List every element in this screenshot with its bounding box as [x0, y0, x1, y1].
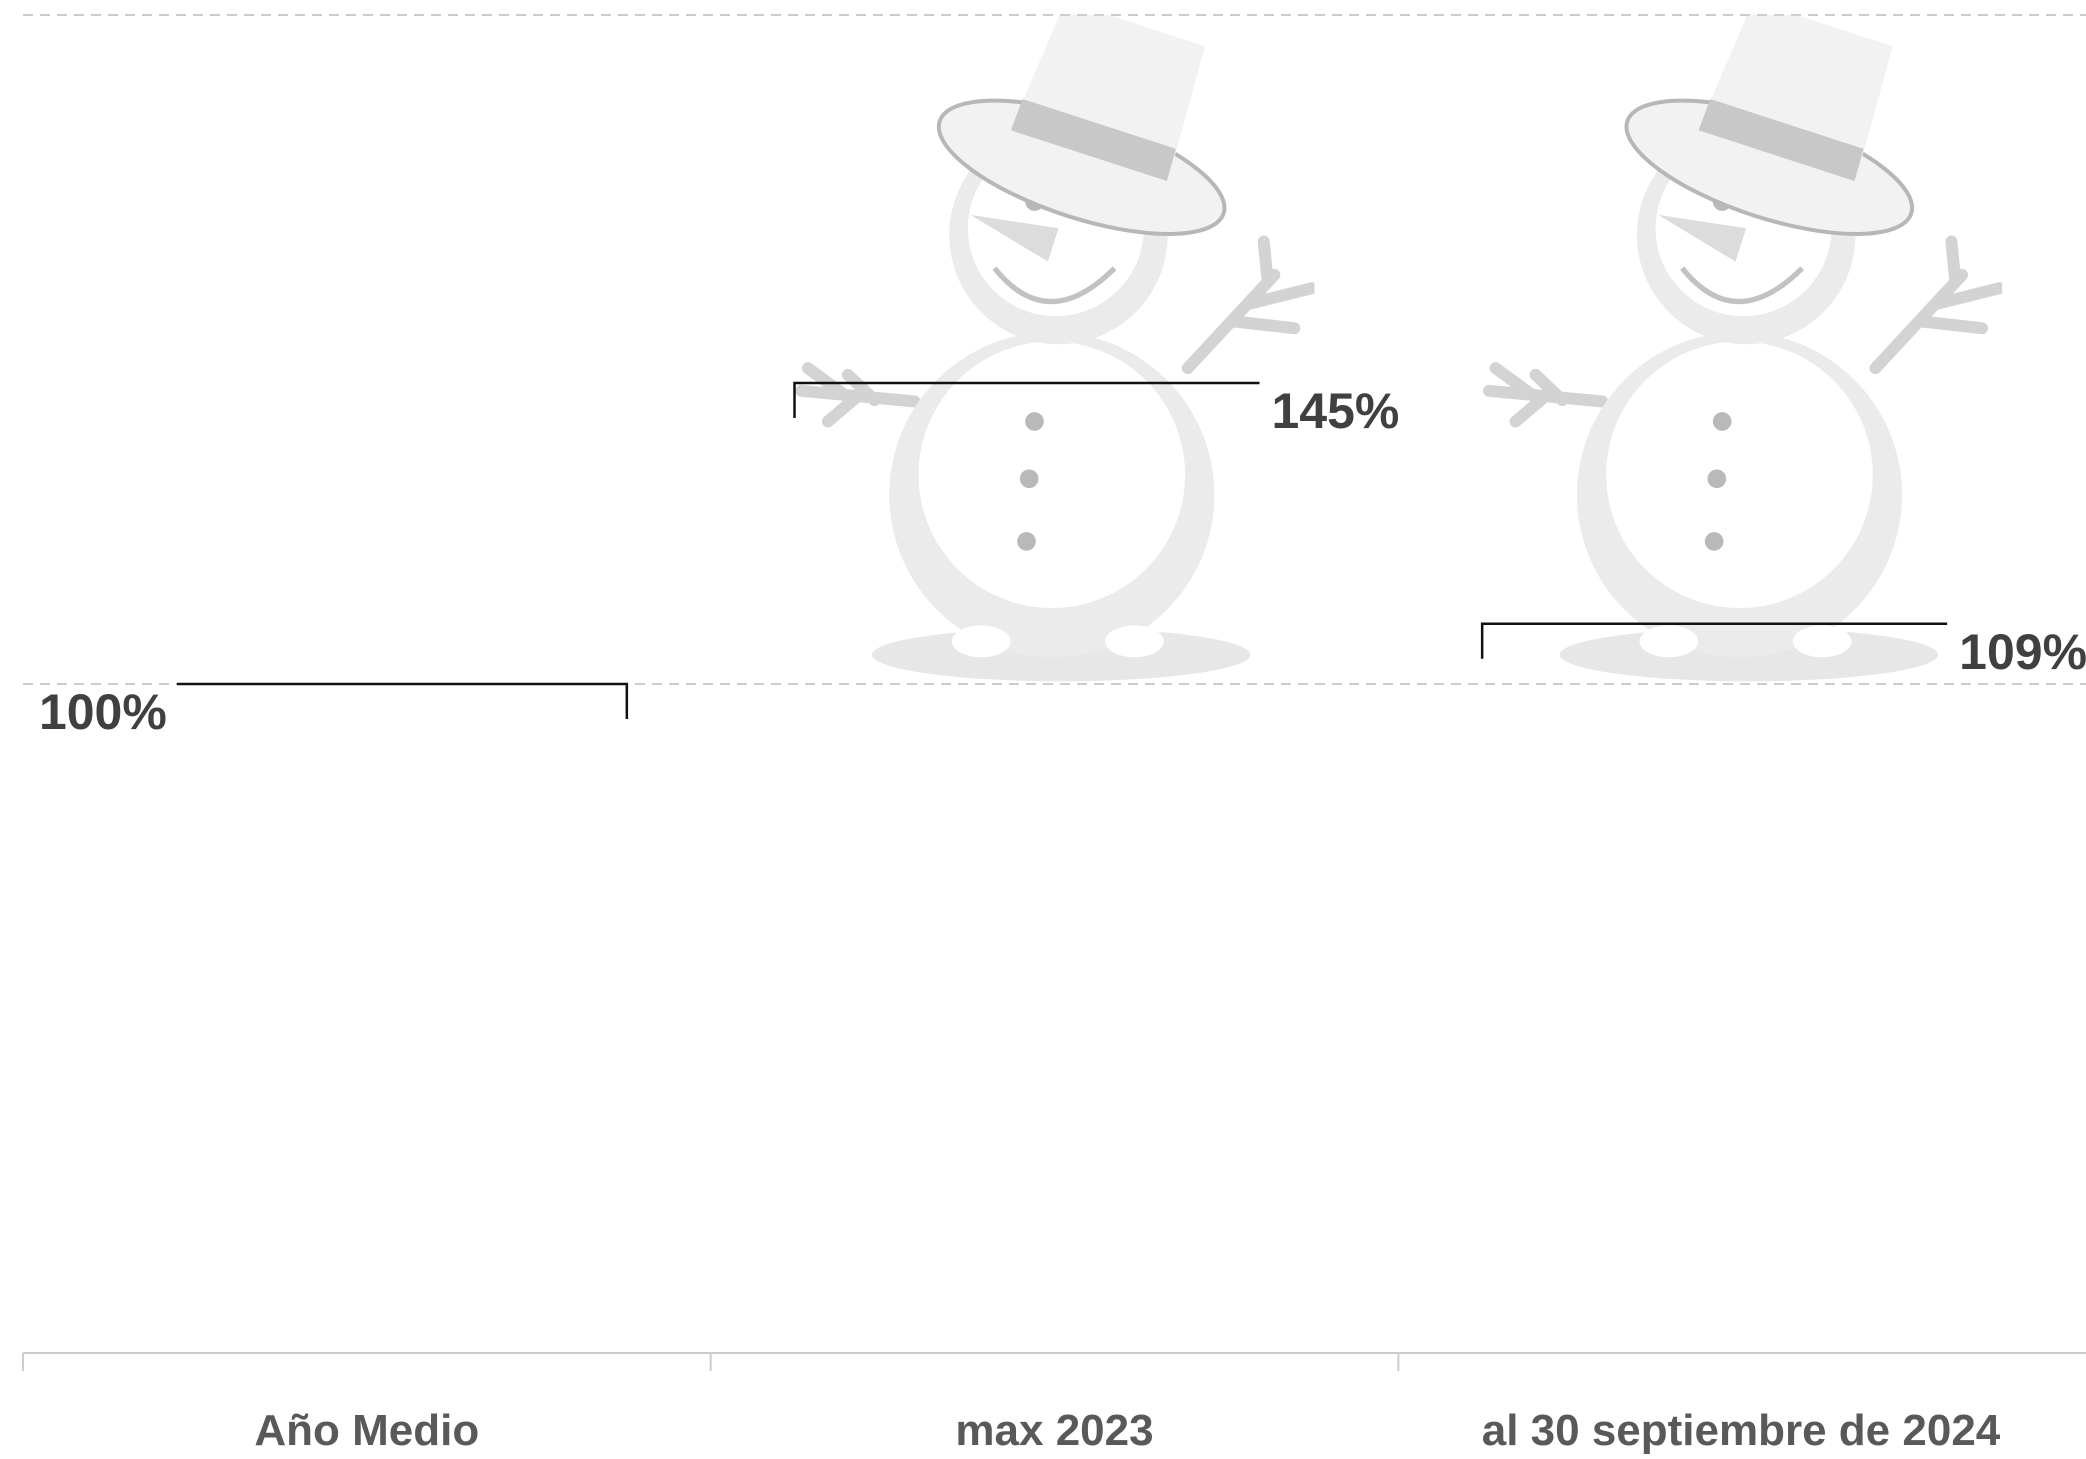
- value-label: 145%: [1272, 383, 1400, 439]
- value-bracket: [176, 682, 629, 719]
- value-label: 100%: [39, 684, 167, 740]
- x-tick-label: al 30 septiembre de 2024: [1482, 1406, 2001, 1455]
- value-bracket: [793, 381, 1260, 418]
- value-bracket: [1480, 622, 1948, 659]
- pictogram: [1489, 0, 1999, 1350]
- value-label: 109%: [1959, 624, 2086, 680]
- pictogram: [114, 644, 624, 1350]
- pictogram: [801, 0, 1311, 1350]
- x-tick-label: Año Medio: [254, 1406, 479, 1455]
- x-tick-label: max 2023: [955, 1406, 1153, 1455]
